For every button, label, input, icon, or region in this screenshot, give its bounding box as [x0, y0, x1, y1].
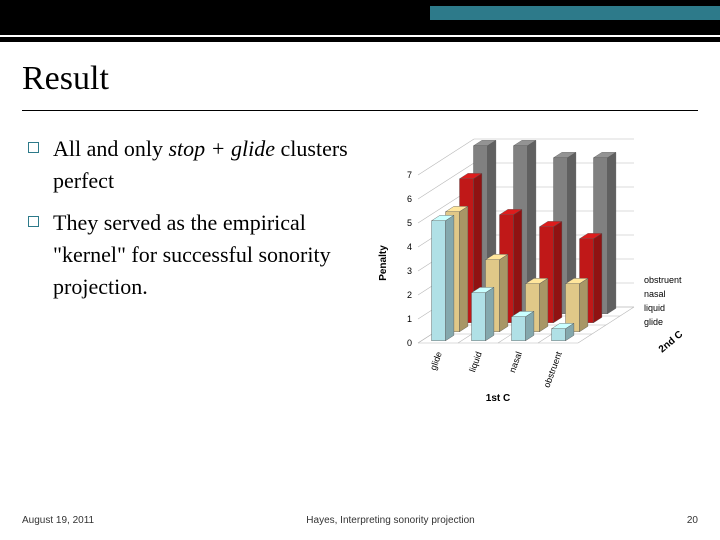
svg-text:nasal: nasal: [507, 350, 524, 374]
square-bullet-icon: [28, 142, 39, 153]
svg-text:Penalty: Penalty: [378, 245, 389, 281]
footer-center: Hayes, Interpreting sonority projection: [306, 515, 474, 526]
header-rule: [0, 35, 720, 37]
svg-text:4: 4: [407, 242, 412, 252]
bullet-item: All and only stop + glide clusters perfe…: [28, 133, 358, 197]
svg-text:7: 7: [407, 170, 412, 180]
bullet-text: They served as the empirical "kernel" fo…: [53, 207, 358, 303]
svg-text:0: 0: [407, 338, 412, 348]
footer-date: August 19, 2011: [22, 515, 94, 526]
svg-text:3: 3: [407, 266, 412, 276]
bullet-text-pre: They served as the empirical "kernel" fo…: [53, 210, 331, 299]
bullet-list: All and only stop + glide clusters perfe…: [28, 133, 368, 418]
bullet-text: All and only stop + glide clusters perfe…: [53, 133, 358, 197]
svg-text:glide: glide: [428, 350, 444, 371]
svg-text:obstruent: obstruent: [542, 350, 564, 389]
footer-page: 20: [687, 515, 698, 526]
svg-text:2nd C: 2nd C: [657, 329, 685, 355]
svg-text:2: 2: [407, 290, 412, 300]
title-underline: [22, 110, 698, 111]
svg-text:nasal: nasal: [644, 289, 666, 299]
svg-text:liquid: liquid: [467, 350, 484, 373]
header-bar: [0, 0, 720, 42]
square-bullet-icon: [28, 216, 39, 227]
svg-text:glide: glide: [644, 317, 663, 327]
chart-svg: 0 1 2 3 4 5 6 7 Penalty glide liquid nasal obstruent…: [368, 133, 698, 413]
svg-text:5: 5: [407, 218, 412, 228]
svg-text:liquid: liquid: [644, 303, 665, 313]
penalty-chart: 0 1 2 3 4 5 6 7 Penalty glide liquid nasal obstruent…: [368, 133, 698, 418]
title-area: Result: [0, 42, 720, 115]
svg-text:1: 1: [407, 314, 412, 324]
svg-text:1st C: 1st C: [486, 393, 510, 404]
bullet-item: They served as the empirical "kernel" fo…: [28, 207, 358, 303]
slide-title: Result: [22, 60, 698, 98]
header-accent: [430, 6, 720, 20]
svg-text:6: 6: [407, 194, 412, 204]
bullet-text-italic: stop + glide: [169, 136, 276, 161]
bullet-text-pre: All and only: [53, 136, 169, 161]
content-row: All and only stop + glide clusters perfe…: [0, 115, 720, 418]
footer: August 19, 2011 Hayes, Interpreting sono…: [0, 515, 720, 526]
svg-text:obstruent: obstruent: [644, 275, 682, 285]
